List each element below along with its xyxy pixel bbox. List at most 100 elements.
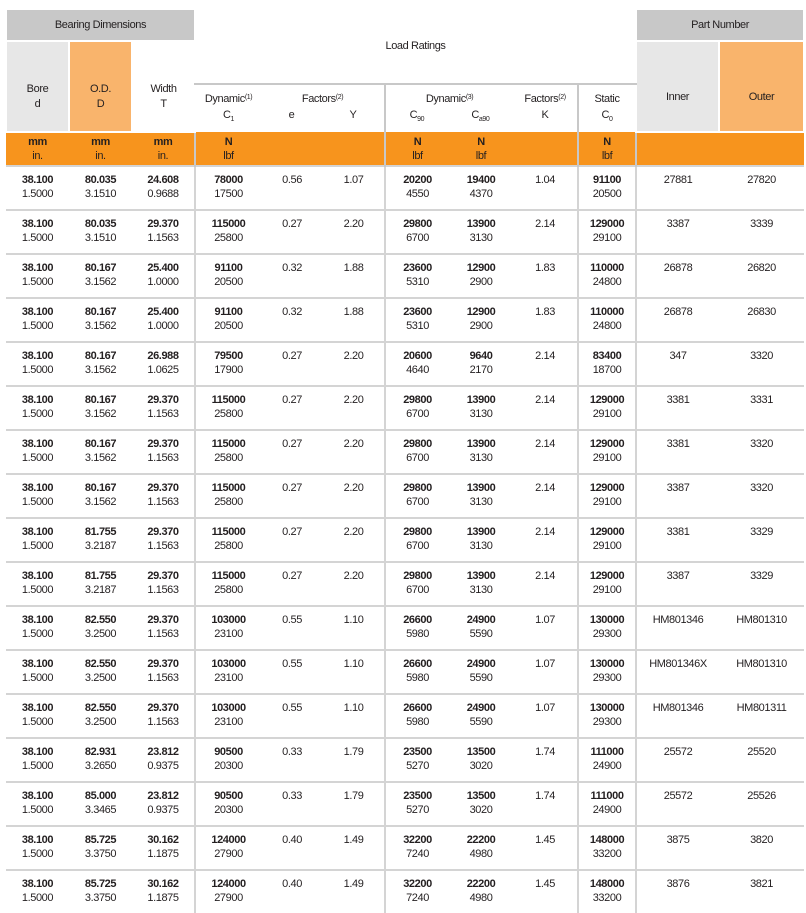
outer-part-value: 27820 <box>747 174 776 186</box>
y-value: 1.88 <box>343 306 364 318</box>
c1-cell: 91100 20500 <box>194 297 262 342</box>
bore-imperial: 1.5000 <box>21 364 54 376</box>
inner-part-cell: 3387 <box>635 209 720 254</box>
k-cell: 1.83 <box>513 297 579 342</box>
ca90-cell: 13900 3130 <box>449 429 514 474</box>
y-cell: 2.20 <box>323 561 386 606</box>
width-imperial: 1.0000 <box>147 276 179 288</box>
c0-metric: 148000 <box>589 878 625 890</box>
od-cell: 81.755 3.2187 <box>69 561 132 606</box>
bore-imperial: 1.5000 <box>21 804 54 816</box>
bore-cell: 38.100 1.5000 <box>6 473 69 518</box>
ca90-metric: 22200 <box>466 834 496 846</box>
width-imperial: 1.1875 <box>147 848 179 860</box>
od-cell: 82.550 3.2500 <box>69 649 132 694</box>
c90-metric: 29800 <box>403 526 432 538</box>
c90-cell: 23500 5270 <box>384 781 450 826</box>
width-cell: 30.162 1.1875 <box>132 869 196 913</box>
bore-metric: 38.100 <box>21 306 54 318</box>
unit-mm-in: mm in. <box>132 132 196 166</box>
c1-metric: 103000 <box>211 658 246 670</box>
table-row: 38.100 1.5000 82.550 3.2500 29.370 1.1563 1030… <box>6 649 805 694</box>
bore-cell: 38.100 1.5000 <box>6 737 69 782</box>
width-cell: 29.370 1.1563 <box>132 473 196 518</box>
c0-imperial: 20500 <box>592 188 622 200</box>
ca90-cell: 13900 3130 <box>449 473 514 518</box>
c1-imperial: 20300 <box>214 804 243 816</box>
bore-cell: 38.100 1.5000 <box>6 385 69 430</box>
outer-part-cell: 25520 <box>719 737 805 782</box>
c0-imperial: 24800 <box>592 320 622 332</box>
ca90-imperial: 3130 <box>469 452 493 464</box>
c0-metric: 130000 <box>589 614 625 626</box>
od-imperial: 3.1510 <box>84 188 117 200</box>
c90-imperial: 6700 <box>406 452 429 464</box>
bore-metric: 38.100 <box>21 482 54 494</box>
width-metric: 29.370 <box>147 570 179 582</box>
c90-cell: 20200 4550 <box>384 165 450 210</box>
inner-part-cell: 25572 <box>635 781 720 826</box>
unit-mm-in: mm in. <box>69 132 132 166</box>
ca90-imperial: 2900 <box>469 320 493 332</box>
inner-part-value: HM801346X <box>649 658 707 670</box>
table-row: 38.100 1.5000 85.000 3.3465 23.812 0.9375 9050… <box>6 781 805 826</box>
c90-metric: 26600 <box>403 614 432 626</box>
e-value: 0.32 <box>282 306 302 318</box>
c0-cell: 129000 29100 <box>577 517 637 562</box>
bore-imperial: 1.5000 <box>21 276 54 288</box>
c90-cell: 26600 5980 <box>384 693 450 738</box>
od-cell: 80.167 3.1562 <box>69 341 132 386</box>
outer-part-value: 3320 <box>750 350 773 362</box>
bore-cell: 38.100 1.5000 <box>6 649 69 694</box>
c90-imperial: 5980 <box>406 672 429 684</box>
od-imperial: 3.2187 <box>84 540 117 552</box>
c90-cell: 23600 5310 <box>384 253 450 298</box>
e-value: 0.32 <box>282 262 302 274</box>
ca90-imperial: 5590 <box>469 672 493 684</box>
e-value: 0.33 <box>282 790 302 802</box>
od-imperial: 3.3465 <box>84 804 117 816</box>
width-metric: 29.370 <box>147 526 179 538</box>
inner-part-cell: 3381 <box>635 385 720 430</box>
od-cell: 80.167 3.1562 <box>69 297 132 342</box>
unit-blank <box>635 132 720 166</box>
width-cell: 29.370 1.1563 <box>132 429 196 474</box>
width-metric: 29.370 <box>147 394 179 406</box>
width-cell: 30.162 1.1875 <box>132 825 196 870</box>
bore-metric: 38.100 <box>21 834 54 846</box>
width-imperial: 0.9375 <box>147 804 179 816</box>
y-cell: 1.49 <box>323 869 386 913</box>
outer-part-cell: 3320 <box>719 473 805 518</box>
bore-metric: 38.100 <box>21 262 54 274</box>
width-imperial: 1.1563 <box>147 232 179 244</box>
bore-imperial: 1.5000 <box>21 540 54 552</box>
inner-part-value: 3381 <box>666 438 690 450</box>
c1-imperial: 23100 <box>214 716 243 728</box>
c90-cell: 29800 6700 <box>384 561 450 606</box>
y-cell: 2.20 <box>323 473 386 518</box>
bore-metric: 38.100 <box>21 790 54 802</box>
y-cell: 1.10 <box>323 605 386 650</box>
c90-imperial: 7240 <box>406 892 429 904</box>
ca90-cell: 9640 2170 <box>449 341 514 386</box>
k-cell: 1.74 <box>513 781 579 826</box>
c0-cell: 129000 29100 <box>577 385 637 430</box>
bore-cell: 38.100 1.5000 <box>6 561 69 606</box>
footnote-ref: (3) <box>465 94 474 101</box>
c0-cell: 130000 29300 <box>577 693 637 738</box>
ca90-imperial: 5590 <box>469 628 493 640</box>
e-value: 0.27 <box>282 394 302 406</box>
c1-metric: 115000 <box>211 438 246 450</box>
ca90-imperial: 4370 <box>469 188 493 200</box>
c0-imperial: 29300 <box>592 628 622 640</box>
od-imperial: 3.3750 <box>84 892 117 904</box>
ca90-metric: 12900 <box>466 262 496 274</box>
c90-cell: 26600 5980 <box>384 649 450 694</box>
od-metric: 80.035 <box>84 218 117 230</box>
od-metric: 82.550 <box>84 702 117 714</box>
width-cell: 29.370 1.1563 <box>132 517 196 562</box>
c0-metric: 129000 <box>589 570 625 582</box>
c1-imperial: 23100 <box>214 672 243 684</box>
e-value: 0.55 <box>282 702 302 714</box>
inner-part-value: 3387 <box>666 218 690 230</box>
